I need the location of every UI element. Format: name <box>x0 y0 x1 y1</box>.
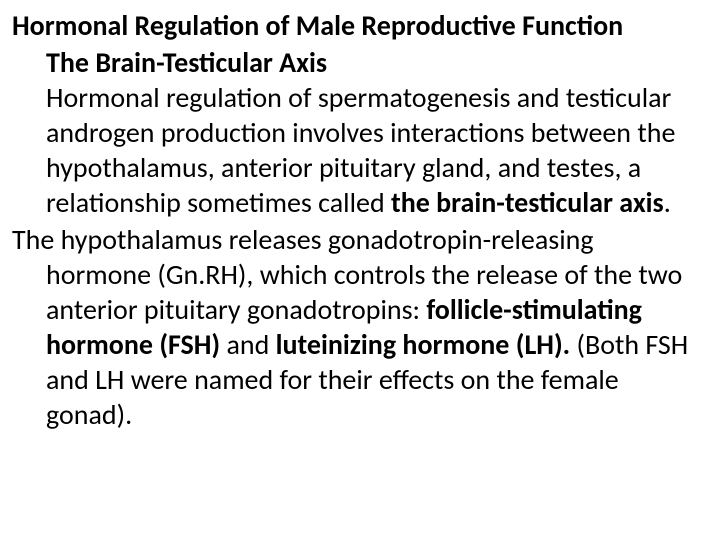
p2-text-1: The hypothalamus releases gonadotropin-r… <box>12 222 594 257</box>
slide: Hormonal Regulation of Male Reproductive… <box>0 0 720 540</box>
paragraph-2: The hypothalamus releases gonadotropin-r… <box>12 222 708 432</box>
p1-bold-1: the brain-testicular axis <box>391 185 664 220</box>
p2-text-3: and <box>226 327 275 362</box>
paragraph-1: The Brain-Testicular Axis Hormonal regul… <box>12 45 708 220</box>
p2-bold-2: luteinizing hormone (LH). <box>276 327 577 362</box>
subheading-bold: The Brain-Testicular Axis <box>46 45 327 80</box>
p2-indent: hormone (Gn.RH), which controls the rele… <box>12 257 708 432</box>
p1-text-2: . <box>664 185 671 220</box>
slide-title: Hormonal Regulation of Male Reproductive… <box>12 8 708 43</box>
